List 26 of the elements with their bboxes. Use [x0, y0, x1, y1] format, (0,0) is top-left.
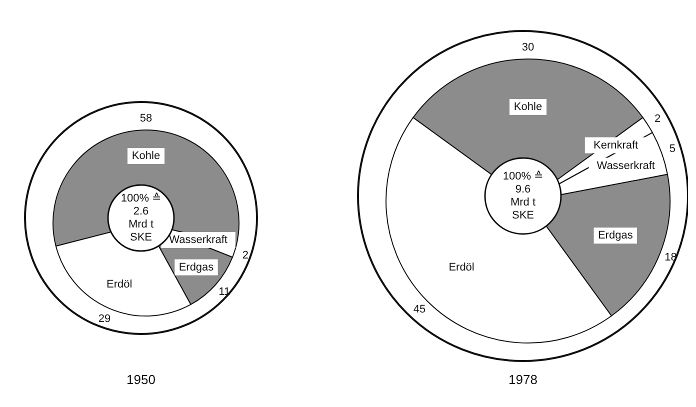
slice-label: Erdöl	[448, 261, 474, 274]
slice-label: Erdöl	[106, 278, 132, 290]
text: SKE	[512, 210, 534, 222]
data-label: 30	[522, 42, 534, 54]
text: 9.6	[515, 184, 531, 196]
text: 100% ≙	[502, 170, 544, 182]
data-label: 2	[654, 112, 661, 125]
text: 1978	[508, 372, 538, 387]
data-label: 45	[413, 304, 426, 316]
text: 1950	[126, 372, 156, 387]
text: Mrd t	[510, 196, 536, 208]
text: SKE	[130, 232, 152, 244]
text: 2.6	[133, 206, 149, 218]
data-label: 5	[669, 143, 676, 156]
slice-label: Erdgas	[178, 261, 214, 274]
slice-label: Wasserkraft	[596, 160, 655, 172]
data-label: 2	[242, 249, 248, 262]
slice-label: Erdgas	[598, 230, 634, 242]
data-label: 29	[98, 312, 111, 325]
slice-label: Kohle	[132, 150, 160, 162]
data-label: 58	[140, 112, 152, 124]
text: Mrd t	[128, 218, 154, 230]
slice-label: Kohle	[514, 101, 542, 113]
slice-label: Kernkraft	[593, 139, 638, 152]
text: 100% ≙	[120, 192, 162, 204]
slice-label: Wasserkraft	[169, 234, 228, 246]
